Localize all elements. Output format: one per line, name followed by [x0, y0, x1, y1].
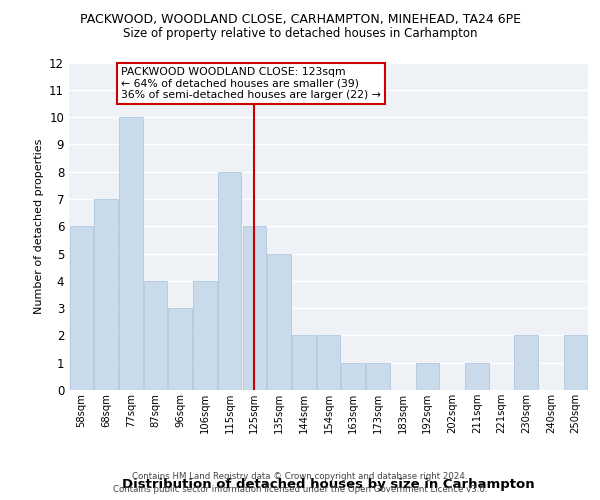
Bar: [94, 199, 118, 390]
Bar: [169, 308, 192, 390]
Bar: [119, 117, 143, 390]
Bar: [70, 226, 93, 390]
X-axis label: Distribution of detached houses by size in Carhampton: Distribution of detached houses by size …: [122, 478, 535, 490]
Text: PACKWOOD WOODLAND CLOSE: 123sqm
← 64% of detached houses are smaller (39)
36% of: PACKWOOD WOODLAND CLOSE: 123sqm ← 64% of…: [121, 66, 381, 100]
Bar: [317, 336, 340, 390]
Y-axis label: Number of detached properties: Number of detached properties: [34, 138, 44, 314]
Bar: [465, 362, 488, 390]
Bar: [218, 172, 241, 390]
Bar: [416, 362, 439, 390]
Bar: [366, 362, 389, 390]
Text: Contains HM Land Registry data © Crown copyright and database right 2024.
Contai: Contains HM Land Registry data © Crown c…: [113, 472, 487, 494]
Bar: [341, 362, 365, 390]
Bar: [514, 336, 538, 390]
Bar: [564, 336, 587, 390]
Text: PACKWOOD, WOODLAND CLOSE, CARHAMPTON, MINEHEAD, TA24 6PE: PACKWOOD, WOODLAND CLOSE, CARHAMPTON, MI…: [79, 12, 521, 26]
Bar: [242, 226, 266, 390]
Bar: [292, 336, 316, 390]
Text: Size of property relative to detached houses in Carhampton: Size of property relative to detached ho…: [123, 28, 477, 40]
Bar: [144, 281, 167, 390]
Bar: [268, 254, 291, 390]
Bar: [193, 281, 217, 390]
